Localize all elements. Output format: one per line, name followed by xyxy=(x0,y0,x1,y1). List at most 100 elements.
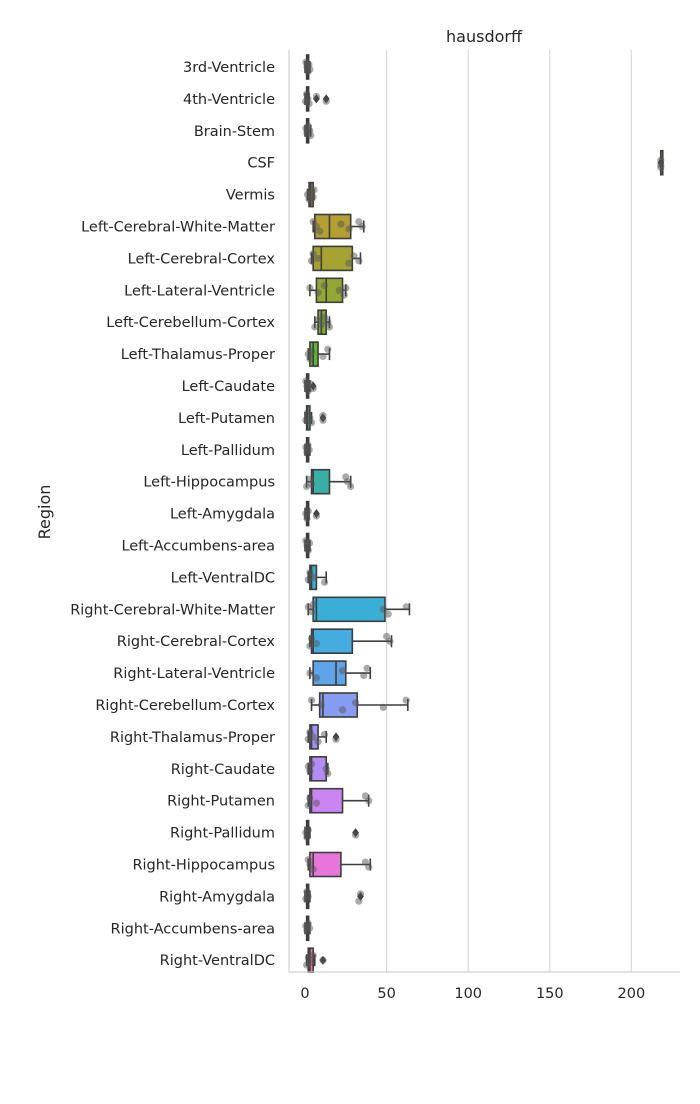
box xyxy=(318,692,359,718)
strip-point xyxy=(309,573,317,582)
y-tick-labels: 3rd-Ventricle 4th-Ventricle Brain-Stem CSF V… xyxy=(70,60,275,969)
strip-point xyxy=(356,890,365,898)
y-tick-label: Left-Lateral-Ventricle xyxy=(124,283,275,299)
point-layer xyxy=(301,58,665,969)
y-tick-label: Right-Amygdala xyxy=(159,889,275,905)
y-tick-label: Right-Cerebellum-Cortex xyxy=(95,698,275,714)
strip-point xyxy=(320,281,329,290)
y-tick-label: Right-Lateral-Ventricle xyxy=(113,666,275,682)
x-tick-label: 200 xyxy=(618,986,646,1002)
strip-point xyxy=(306,65,314,73)
strip-point xyxy=(345,259,353,267)
strip-point xyxy=(363,664,371,672)
strip-point xyxy=(309,193,317,201)
strip-point xyxy=(347,482,355,491)
y-axis-label: Region xyxy=(35,485,54,540)
box xyxy=(310,468,331,495)
strip-point xyxy=(312,640,321,648)
strip-point xyxy=(332,735,340,743)
strip-point xyxy=(307,132,315,140)
y-tick-label: Right-Caudate xyxy=(171,762,275,778)
strip-point xyxy=(324,345,332,353)
y-tick-label: Right-Thalamus-Proper xyxy=(110,730,275,746)
strip-point xyxy=(304,507,312,515)
y-tick-label: 3rd-Ventricle xyxy=(183,60,275,76)
strip-point xyxy=(310,186,318,194)
strip-point xyxy=(306,767,314,775)
strip-point xyxy=(306,284,314,292)
y-tick-label: 4th-Ventricle xyxy=(183,92,275,108)
y-tick-label: Right-Accumbens-area xyxy=(111,921,275,937)
strip-point xyxy=(306,794,314,802)
strip-point xyxy=(307,635,316,643)
strip-point xyxy=(307,419,316,427)
strip-point xyxy=(379,605,387,613)
strip-point xyxy=(322,97,330,105)
x-tick-label: 150 xyxy=(536,986,564,1002)
strip-point xyxy=(355,897,363,905)
y-tick-label: Right-Cerebral-White-Matter xyxy=(70,602,275,618)
strip-point xyxy=(657,161,665,169)
strip-point xyxy=(305,446,313,454)
y-tick-label: Left-Hippocampus xyxy=(143,475,275,491)
box xyxy=(312,596,386,623)
strip-point xyxy=(307,348,316,356)
y-tick-label: Left-Thalamus-Proper xyxy=(121,347,275,363)
y-tick-label: Left-Cerebral-Cortex xyxy=(128,251,276,267)
strip-point xyxy=(307,696,316,704)
y-tick-label: Left-Putamen xyxy=(178,411,275,427)
strip-point xyxy=(305,100,313,108)
box xyxy=(313,213,352,240)
strip-point xyxy=(335,286,343,294)
strip-point xyxy=(309,733,317,741)
strip-point xyxy=(312,512,321,520)
strip-point xyxy=(306,642,314,650)
strip-point xyxy=(365,797,373,805)
strip-point xyxy=(312,92,321,101)
strip-point xyxy=(306,355,314,363)
grid-layer xyxy=(386,50,633,972)
strip-point xyxy=(360,671,368,680)
y-tick-label: Vermis xyxy=(226,188,275,204)
x-tick-label: 100 xyxy=(454,986,482,1002)
strip-point xyxy=(309,865,317,873)
strip-point xyxy=(402,603,410,611)
strip-point xyxy=(314,289,322,297)
strip-point xyxy=(312,799,321,807)
strip-point xyxy=(319,352,327,361)
strip-point xyxy=(358,222,366,231)
strip-point xyxy=(309,384,317,392)
strip-point xyxy=(319,956,327,964)
strip-point xyxy=(309,951,317,960)
strip-point xyxy=(314,254,322,262)
chart-title: hausdorff xyxy=(446,27,523,46)
strip-point xyxy=(307,608,316,616)
strip-point xyxy=(314,738,322,746)
strip-point xyxy=(384,610,392,618)
strip-point xyxy=(337,220,345,228)
strip-point xyxy=(311,323,319,331)
strip-point xyxy=(379,703,387,712)
strip-point xyxy=(319,416,327,424)
box xyxy=(309,851,342,878)
strip-point xyxy=(351,699,360,707)
y-tick-label: Right-Cerebral-Cortex xyxy=(117,634,276,650)
y-tick-label: Right-Hippocampus xyxy=(132,858,275,874)
strip-point xyxy=(309,250,317,258)
strip-point xyxy=(307,480,316,488)
y-tick-label: Left-Accumbens-area xyxy=(121,539,275,555)
strip-point xyxy=(351,831,360,839)
strip-point xyxy=(304,801,312,810)
strip-point xyxy=(316,227,324,235)
axis-layer xyxy=(288,50,680,973)
x-tick-label: 0 xyxy=(300,986,309,1002)
strip-point xyxy=(317,321,325,329)
strip-point xyxy=(304,892,312,901)
y-tick-label: Left-Pallidum xyxy=(181,443,275,459)
strip-point xyxy=(402,696,410,704)
y-tick-label: Right-VentralDC xyxy=(160,953,275,969)
strip-point xyxy=(342,284,350,292)
strip-point xyxy=(305,924,314,932)
y-tick-label: Left-VentralDC xyxy=(171,570,275,586)
